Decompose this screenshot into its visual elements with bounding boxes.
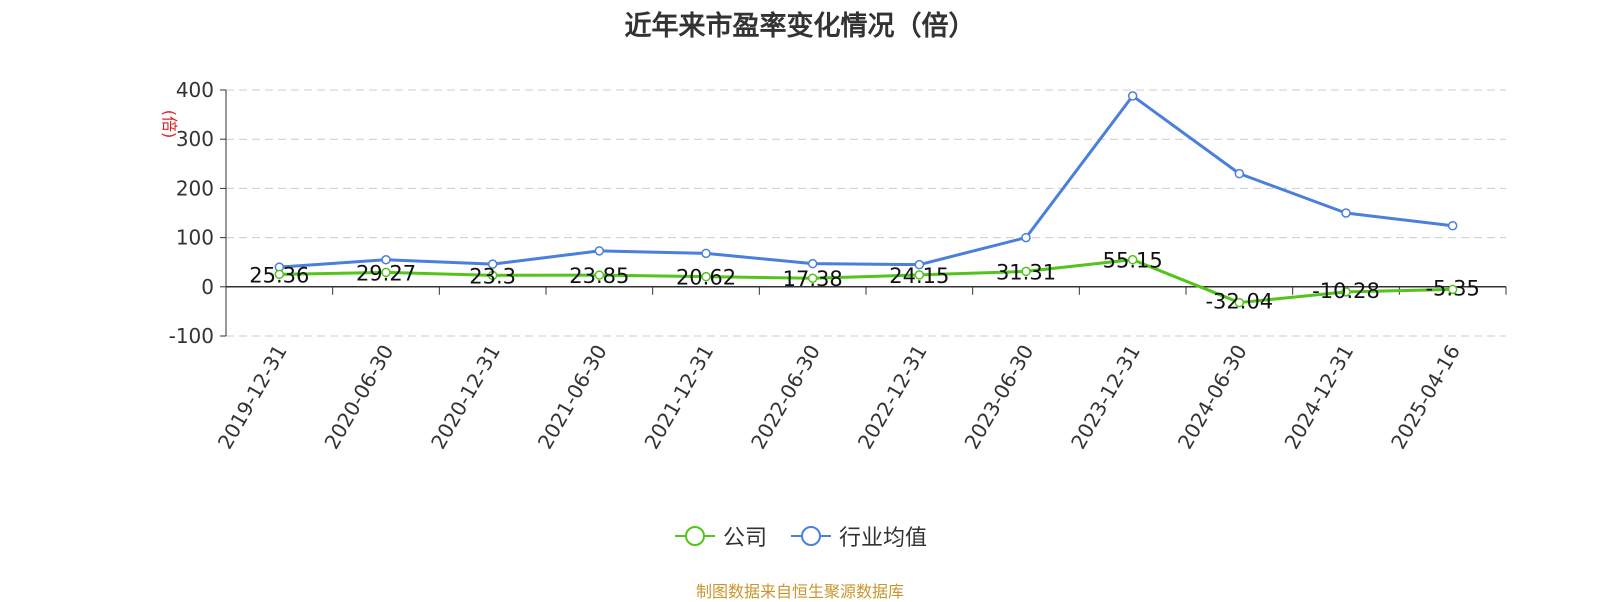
data-point-industry-avg bbox=[1341, 208, 1351, 218]
data-point-industry-avg bbox=[914, 259, 925, 270]
x-tick-label: 2022-06-30 bbox=[746, 341, 825, 454]
data-point-company bbox=[594, 270, 605, 280]
y-tick-label: 300 bbox=[176, 127, 214, 151]
data-point-industry-avg bbox=[381, 254, 391, 265]
legend-label-industry-avg: 行业均值 bbox=[839, 526, 928, 551]
data-point-company bbox=[1127, 254, 1138, 265]
x-tick-label: 2023-12-31 bbox=[1066, 341, 1145, 454]
data-point-company bbox=[274, 269, 285, 280]
data-point-company bbox=[1234, 297, 1245, 308]
grid-lines bbox=[226, 89, 1506, 337]
data-point-industry-avg bbox=[487, 259, 498, 269]
y-tick-label: 100 bbox=[176, 226, 214, 250]
y-tick-label: 400 bbox=[176, 78, 214, 102]
x-tick-label: 2024-12-31 bbox=[1279, 341, 1358, 454]
data-point-company bbox=[807, 273, 818, 283]
data-point-company bbox=[1021, 266, 1031, 277]
data-point-industry-avg bbox=[594, 246, 605, 256]
data-label-company: 24.15 bbox=[889, 264, 949, 288]
data-point-company bbox=[1447, 284, 1458, 295]
data-point-industry-avg bbox=[1127, 91, 1138, 101]
data-point-industry-avg bbox=[1447, 221, 1458, 231]
data-point-company bbox=[381, 267, 391, 278]
series-line-company bbox=[279, 258, 1453, 305]
x-tick-label: 2019-12-31 bbox=[213, 341, 292, 454]
data-label-company: 20.62 bbox=[676, 266, 736, 290]
data-label-company: 23.3 bbox=[469, 264, 516, 288]
source-note: 制图数据来自恒生聚源数据库 bbox=[695, 582, 904, 601]
data-label-company: 25.36 bbox=[249, 263, 309, 287]
data-point-company bbox=[487, 270, 498, 281]
y-tick-label: 0 bbox=[201, 275, 214, 299]
y-tick-label: -100 bbox=[169, 324, 214, 348]
x-tick-label: 2025-04-16 bbox=[1386, 341, 1465, 454]
data-label-company: -32.04 bbox=[1205, 290, 1273, 314]
series-lines bbox=[274, 91, 1458, 308]
data-label-company: 23.85 bbox=[569, 264, 629, 288]
data-point-industry-avg bbox=[1021, 232, 1031, 243]
x-tick-label: 2020-06-30 bbox=[319, 341, 398, 454]
y-tick-label: 200 bbox=[176, 176, 214, 200]
data-point-company bbox=[914, 270, 925, 280]
x-tick-label: 2021-12-31 bbox=[639, 341, 718, 454]
data-label-company: 31.31 bbox=[996, 260, 1056, 284]
legend-marker-company bbox=[674, 526, 715, 546]
data-point-company bbox=[1341, 287, 1351, 297]
data-point-industry-avg bbox=[807, 258, 818, 269]
legend-item-company[interactable]: 公司 bbox=[673, 520, 767, 552]
data-label-company: 55.15 bbox=[1103, 249, 1163, 273]
data-point-industry-avg bbox=[1234, 168, 1245, 179]
x-tick-label: 2023-06-30 bbox=[959, 341, 1038, 454]
legend-item-industry-avg[interactable]: 行业均值 bbox=[789, 520, 927, 552]
x-tick-label: 2024-06-30 bbox=[1173, 341, 1252, 454]
data-label-company: -10.28 bbox=[1312, 279, 1380, 303]
data-label-company: -5.35 bbox=[1425, 276, 1479, 300]
y-axis-label: (倍) bbox=[160, 110, 179, 139]
legend-marker-industry-avg bbox=[791, 526, 831, 546]
data-point-industry-avg bbox=[701, 248, 711, 259]
x-tick-label: 2021-06-30 bbox=[533, 341, 612, 454]
x-tick-label: 2020-12-31 bbox=[426, 340, 505, 453]
series-line-industry-avg bbox=[279, 94, 1453, 269]
data-label-company: 29.27 bbox=[356, 261, 416, 285]
data-labels: 25.36 29.27 23.3 23.85 20.62 17.38 24.15 31.31 5… bbox=[249, 249, 1480, 314]
data-point-company bbox=[701, 271, 711, 282]
legend: 公司 行业均值 bbox=[0, 520, 1600, 552]
x-tick-label: 2022-12-31 bbox=[853, 340, 932, 453]
legend-label-company: 公司 bbox=[722, 526, 767, 551]
chart-title: 近年来市盈率变化情况（倍） bbox=[624, 11, 976, 42]
data-label-company: 17.38 bbox=[783, 267, 843, 291]
